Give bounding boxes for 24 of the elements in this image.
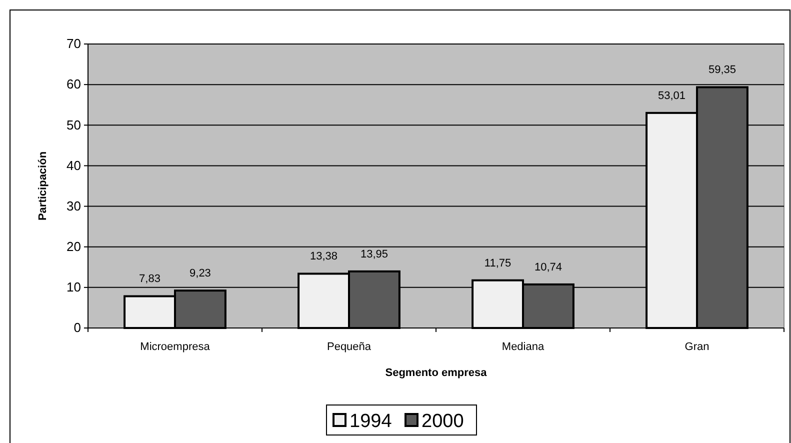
y-tick-label: 70 — [66, 36, 81, 52]
data-label: 53,01 — [658, 90, 686, 102]
x-axis-title: Segmento empresa — [385, 367, 488, 379]
data-label: 13,95 — [360, 248, 388, 260]
legend-label: 2000 — [422, 411, 464, 432]
y-tick-label: 30 — [66, 198, 81, 214]
data-label: 9,23 — [190, 268, 211, 280]
y-tick-label: 40 — [66, 158, 81, 173]
y-tick-label: 20 — [66, 239, 81, 254]
x-tick-label: Gran — [684, 340, 710, 353]
data-label: 13,38 — [310, 250, 338, 263]
data-label: 10,74 — [534, 261, 562, 274]
x-tick-label: Mediana — [502, 340, 545, 353]
x-tick-label: Pequeña — [326, 340, 372, 353]
y-tick-label: 0 — [74, 320, 81, 336]
x-tick-label: Microempresa — [140, 340, 211, 353]
data-label: 59,35 — [708, 64, 736, 76]
data-label: 7,83 — [139, 273, 160, 286]
y-tick-label: 10 — [66, 280, 81, 295]
legend-label: 1994 — [350, 411, 392, 432]
y-tick-label: 60 — [66, 76, 81, 92]
data-label: 11,75 — [484, 257, 512, 270]
y-tick-label: 50 — [66, 117, 81, 132]
y-axis-title: Participación — [37, 151, 49, 221]
